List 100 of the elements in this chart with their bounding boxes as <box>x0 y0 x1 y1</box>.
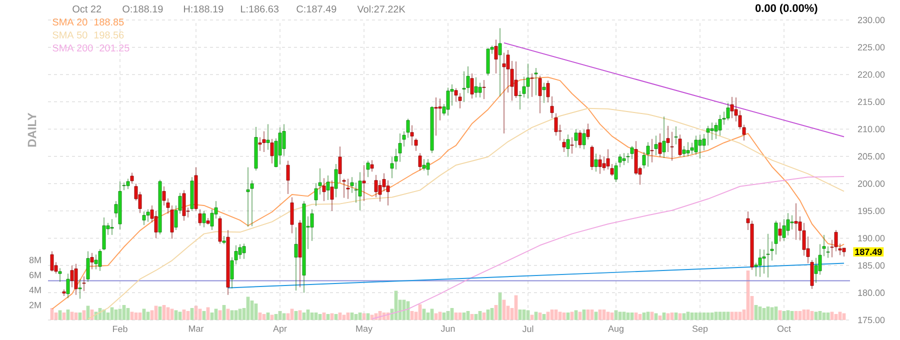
candlestick <box>426 158 430 176</box>
candlestick <box>690 142 694 154</box>
candlestick <box>718 114 722 136</box>
candlestick <box>374 174 378 198</box>
text: O:188.19 <box>122 5 163 13</box>
candlestick <box>582 129 586 150</box>
y-tick-label: 210.00 <box>858 126 885 132</box>
candlestick <box>674 126 678 145</box>
candlestick <box>326 175 330 200</box>
candlestick <box>370 160 374 172</box>
candlestick <box>654 135 658 156</box>
candlestick <box>694 135 698 155</box>
candlestick <box>794 203 798 240</box>
candlestick <box>530 73 534 98</box>
candlestick <box>202 210 206 228</box>
candlestick <box>434 97 438 136</box>
candlestick <box>94 254 98 270</box>
candlestick <box>182 190 186 221</box>
y-tick-label: 220.00 <box>858 71 885 78</box>
candlestick <box>586 123 590 140</box>
y-tick-label: 180.00 <box>858 290 885 296</box>
candlestick <box>246 167 250 227</box>
candlestick <box>82 276 86 292</box>
candlestick <box>682 146 686 158</box>
candlestick <box>50 251 54 272</box>
x-tick-label: Jun <box>440 326 455 332</box>
candlestick <box>726 102 730 121</box>
text: SMA 200 <box>52 44 93 52</box>
candlestick <box>70 265 74 288</box>
candlestick <box>474 77 478 98</box>
candlestick <box>62 289 66 296</box>
y2-tick-label: 8M <box>29 256 41 264</box>
candlestick <box>418 152 422 171</box>
candlestick <box>130 172 134 184</box>
candlestick <box>542 82 546 104</box>
text: Oct 22 <box>72 5 102 13</box>
x-tick-label: Aug <box>608 326 624 334</box>
candlestick <box>630 146 634 160</box>
candlestick <box>766 234 770 278</box>
text: H:188.19 <box>184 5 224 13</box>
y2-tick-label: 4M <box>29 286 41 294</box>
candlestick <box>142 211 146 226</box>
candlestick <box>338 146 342 183</box>
candlestick <box>470 73 474 99</box>
candlestick <box>334 164 338 198</box>
candlestick <box>730 96 734 118</box>
candlestick <box>678 134 682 157</box>
text: L:186.63 <box>241 5 279 13</box>
y-tick-label: 205.00 <box>858 153 885 160</box>
y2-tick-label: 2M <box>29 302 41 308</box>
candlestick <box>242 243 246 260</box>
y-tick-label: 195.00 <box>858 208 885 214</box>
candlestick <box>290 197 294 234</box>
candlestick <box>478 82 482 98</box>
candlestick <box>362 164 366 202</box>
candlestick <box>322 178 326 202</box>
candlestick <box>366 160 370 178</box>
candlestick <box>538 75 542 114</box>
text: 187.49 <box>855 248 882 256</box>
candlestick <box>698 134 702 159</box>
candlestick <box>294 227 298 291</box>
candlestick <box>330 180 334 212</box>
candlestick <box>86 251 90 282</box>
candlestick <box>526 63 530 99</box>
candlestick <box>778 222 782 242</box>
candlestick <box>706 126 710 146</box>
candlestick <box>566 134 570 158</box>
candlestick <box>358 172 362 211</box>
text: SMA 20 <box>52 18 88 26</box>
candlestick <box>206 218 210 225</box>
text: Vol:27.22K <box>357 5 406 13</box>
text: SMA 50 <box>52 31 88 39</box>
candlestick <box>102 217 106 250</box>
candlestick <box>146 209 150 222</box>
candlestick <box>262 131 266 152</box>
candlestick <box>110 218 114 236</box>
candlestick <box>410 125 414 146</box>
candlestick <box>658 133 662 158</box>
candlestick <box>646 142 650 167</box>
candlestick <box>66 273 70 298</box>
candlestick <box>594 153 598 172</box>
candlestick <box>78 278 82 299</box>
x-tick-label: Apr <box>273 326 287 334</box>
text: DAILY <box>28 112 36 147</box>
candlestick <box>578 130 582 148</box>
candlestick <box>498 28 502 97</box>
y-tick-label: 215.00 <box>858 98 885 105</box>
y2-tick-label: 6M <box>29 272 41 278</box>
candlestick <box>710 122 714 140</box>
candlestick <box>446 87 450 116</box>
candlestick <box>98 248 102 272</box>
candlestick <box>622 152 626 166</box>
x-tick-label: Feb <box>113 326 128 332</box>
candlestick <box>346 178 350 200</box>
annotation: 188.85 <box>94 18 124 26</box>
candlestick <box>686 142 690 157</box>
candlestick <box>58 268 62 282</box>
candlestick <box>590 145 594 170</box>
candlestick <box>790 215 794 230</box>
candlestick <box>270 138 274 164</box>
